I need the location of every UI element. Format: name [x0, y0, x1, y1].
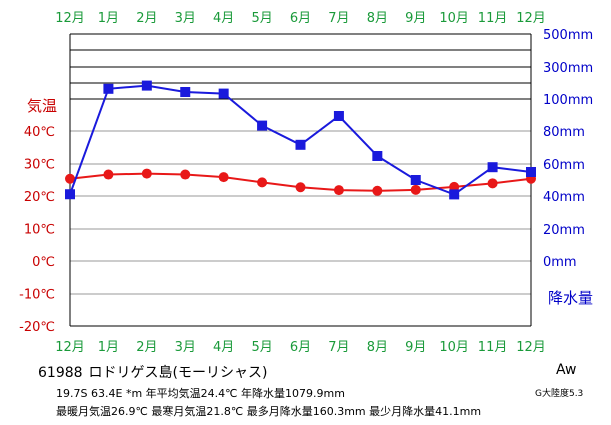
right-tick-label: 40mm [543, 190, 585, 205]
temperature-point [218, 172, 229, 183]
precipitation-point [180, 87, 191, 97]
month-label-top: 12月 [55, 11, 85, 26]
month-label-top: 11月 [478, 11, 508, 26]
temperature-point [410, 184, 421, 195]
axis-layer [69, 34, 532, 327]
right-tick-label: 300mm [543, 61, 593, 76]
month-label-top: 10月 [439, 11, 469, 26]
month-label-bottom: 12月 [516, 340, 546, 355]
month-label-bottom: 5月 [251, 340, 272, 355]
right-axis-title: 降水量 [548, 289, 593, 307]
month-label-top: 7月 [328, 11, 349, 26]
max-month-precip: 最多月降水量160.3mm [246, 405, 366, 418]
temperature-point [180, 169, 191, 180]
precipitation-point [141, 80, 152, 91]
month-label-top: 1月 [98, 11, 119, 26]
month-label-top: 8月 [367, 11, 388, 26]
right-tick-label: 20mm [543, 223, 585, 238]
right-tick-label: 100mm [543, 93, 593, 108]
annual-precip: 年降水量1079.9mm [241, 387, 345, 400]
precipitation-point [410, 175, 421, 185]
info-line-1: 19.7S 63.4E *m 年平均気温24.4℃ 年降水量1079.9mm [56, 385, 345, 401]
longitude: 63.4E [90, 387, 123, 400]
month-label-bottom: 9月 [405, 340, 426, 355]
left-tick-label: 20℃ [24, 190, 55, 205]
temperature-point [487, 178, 498, 189]
left-tick-label: -20℃ [19, 320, 55, 335]
month-label-top: 12月 [516, 11, 546, 26]
month-label-top: 4月 [213, 11, 234, 26]
month-label-top: 3月 [175, 11, 196, 26]
temperature-point [103, 169, 114, 180]
temperature-point [141, 168, 152, 179]
month-label-bottom: 3月 [175, 340, 196, 355]
elevation: *m [125, 387, 143, 400]
left-tick-label: 10℃ [24, 223, 55, 238]
precipitation-point [65, 189, 75, 200]
station-name: ロドリゲス島(モーリシャス) [88, 365, 268, 381]
left-tick-label: 0℃ [32, 255, 55, 270]
grid-layer [70, 33, 531, 295]
precipitation-point [218, 88, 229, 99]
precipitation-point [449, 189, 460, 200]
temperature-point [295, 182, 306, 193]
month-label-top: 9月 [405, 11, 426, 26]
precipitation-point [103, 83, 114, 94]
temperature-point [372, 185, 383, 196]
climate-code: Aw [556, 362, 577, 378]
month-label-bottom: 2月 [136, 340, 157, 355]
right-tick-label: 500mm [543, 28, 593, 43]
month-label-bottom: 7月 [328, 340, 349, 355]
month-label-top: 2月 [136, 11, 157, 26]
month-label-bottom: 11月 [478, 340, 508, 355]
left-axis-title: 気温 [27, 97, 57, 115]
month-label-top: 6月 [290, 11, 311, 26]
right-tick-label: 80mm [543, 125, 585, 140]
month-label-bottom: 6月 [290, 340, 311, 355]
mark-layer [65, 80, 536, 200]
coldest-month-temp: 最寒月気温21.8℃ [151, 405, 244, 418]
annual-mean-temp: 年平均気温24.4℃ [145, 387, 238, 400]
temperature-point [65, 173, 75, 184]
month-label-bottom: 8月 [367, 340, 388, 355]
precipitation-point [372, 151, 383, 161]
month-label-top: 5月 [251, 11, 272, 26]
precipitation-point [526, 167, 536, 177]
left-tick-label: 30℃ [24, 158, 55, 173]
info-line-2: 最暖月気温26.9℃ 最寒月気温21.8℃ 最多月降水量160.3mm 最少月降… [56, 403, 481, 419]
left-tick-label: 40℃ [24, 125, 55, 140]
continentality: G大陸度5.3 [535, 389, 584, 399]
month-label-bottom: 4月 [213, 340, 234, 355]
latitude: 19.7S [56, 387, 88, 400]
min-month-precip: 最少月降水量41.1mm [369, 405, 482, 418]
right-tick-label: 0mm [543, 255, 577, 270]
station-line: 61988 ロドリゲス島(モーリシャス) [38, 362, 267, 382]
label-layer: 12月 12月 1月 1月 2月 2月 3月 3月 4月 4月 5月 5月 6月 6月 7月 7月 8月 8月 9月… [19, 11, 593, 355]
warmest-month-temp: 最暖月気温26.9℃ [56, 405, 148, 418]
temperature-point [257, 177, 268, 188]
left-tick-label: -10℃ [19, 288, 55, 303]
month-label-bottom: 1月 [98, 340, 119, 355]
precipitation-point [257, 120, 268, 131]
precipitation-point [487, 162, 498, 173]
right-tick-label: 60mm [543, 158, 585, 173]
station-id: 61988 [38, 365, 83, 381]
precipitation-point [333, 111, 344, 121]
precipitation-point [295, 139, 306, 150]
month-label-bottom: 12月 [55, 340, 85, 355]
month-label-bottom: 10月 [439, 340, 469, 355]
temperature-point [333, 185, 344, 196]
